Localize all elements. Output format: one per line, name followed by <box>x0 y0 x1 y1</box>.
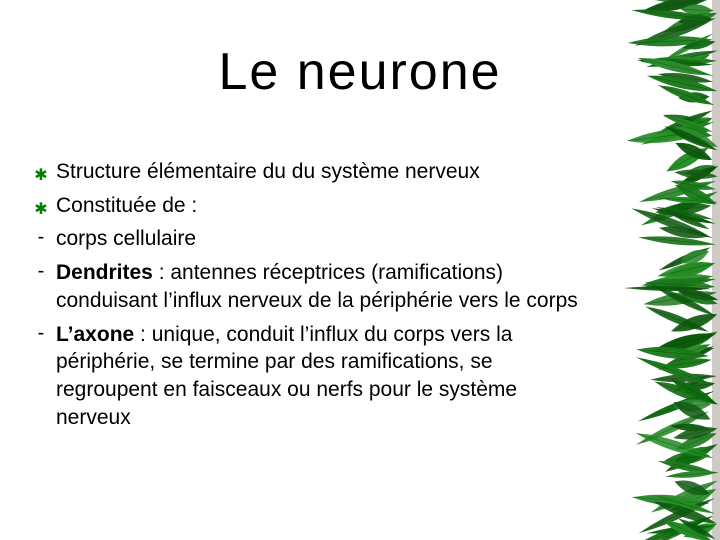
bullet-item: -corps cellulaire <box>26 225 586 253</box>
dash-bullet-icon: - <box>26 321 56 346</box>
bullet-text: corps cellulaire <box>56 225 586 253</box>
bullet-text: Dendrites : antennes réceptrices (ramifi… <box>56 259 586 314</box>
bullet-item: ✱Structure élémentaire du du système ner… <box>26 158 586 186</box>
bullet-text: Constituée de : <box>56 192 586 220</box>
bullet-text: Structure élémentaire du du système nerv… <box>56 158 586 186</box>
slide: Le neurone ✱Structure élémentaire du du … <box>0 0 720 540</box>
bullet-item: ✱Constituée de : <box>26 192 586 220</box>
slide-body: ✱Structure élémentaire du du système ner… <box>26 158 586 437</box>
bullet-item: -Dendrites : antennes réceptrices (ramif… <box>26 259 586 314</box>
snowflake-bullet-icon: ✱ <box>26 158 56 183</box>
dash-bullet-icon: - <box>26 259 56 284</box>
snowflake-bullet-icon: ✱ <box>26 192 56 217</box>
dash-bullet-icon: - <box>26 225 56 250</box>
bullet-item: -L’axone : unique, conduit l’influx du c… <box>26 321 586 432</box>
bullet-text: L’axone : unique, conduit l’influx du co… <box>56 321 586 432</box>
leaf-border-decoration <box>600 0 720 540</box>
leaves-svg <box>600 0 720 540</box>
